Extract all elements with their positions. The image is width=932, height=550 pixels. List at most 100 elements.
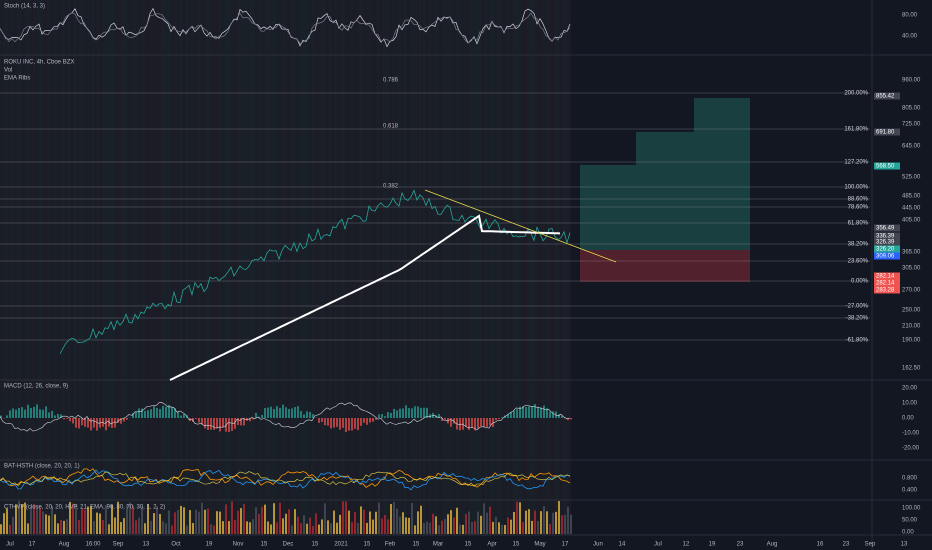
cthvp-bar bbox=[234, 519, 236, 534]
pane-label: MACD (12, 26, close, 9) bbox=[4, 384, 68, 390]
cthvp-bar bbox=[153, 513, 155, 534]
cthvp-bar bbox=[423, 523, 425, 534]
cthvp-bar bbox=[510, 519, 512, 534]
cthvp-bar bbox=[300, 523, 302, 534]
cthvp-bar bbox=[426, 521, 428, 534]
plots bbox=[0, 7, 617, 534]
macd-bar bbox=[48, 412, 50, 418]
axis-label: 305.00 bbox=[902, 266, 921, 272]
cthvp-bar bbox=[468, 511, 470, 534]
cthvp-bar bbox=[273, 503, 275, 534]
cthvp-bar bbox=[60, 519, 62, 534]
macd-bar bbox=[87, 418, 89, 428]
date-label: May bbox=[534, 542, 545, 548]
macd-bar bbox=[498, 418, 500, 420]
macd-bar bbox=[540, 407, 542, 418]
macd-bar bbox=[24, 409, 26, 418]
macd-bar bbox=[75, 418, 77, 428]
axis-label: 805.00 bbox=[902, 106, 921, 112]
macd-bar bbox=[405, 405, 407, 418]
date-label: Apr bbox=[487, 542, 496, 548]
macd-bar bbox=[360, 418, 362, 426]
cthvp-bar bbox=[30, 506, 32, 534]
cthvp-bar bbox=[369, 511, 371, 534]
macd-bar bbox=[96, 418, 98, 431]
macd-bar bbox=[255, 412, 257, 418]
macd-bar bbox=[333, 418, 335, 428]
cthvp-bar bbox=[147, 503, 149, 534]
cthvp-bar bbox=[27, 523, 29, 534]
cthvp-bar bbox=[213, 525, 215, 534]
macd-bar bbox=[36, 404, 38, 418]
macd-bar bbox=[408, 408, 410, 418]
macd-bar bbox=[531, 406, 533, 418]
macd-bar bbox=[486, 418, 488, 427]
cthvp-bar bbox=[534, 510, 536, 534]
axis-label: 485.00 bbox=[902, 194, 921, 200]
cthvp-bar bbox=[459, 524, 461, 534]
date-label: 19 bbox=[206, 542, 213, 548]
cthvp-bar bbox=[45, 514, 47, 534]
cthvp-bar bbox=[513, 512, 515, 534]
pane-label: ROKU INC, 4h, Cboe BZX bbox=[4, 60, 74, 66]
macd-bar bbox=[147, 410, 149, 418]
cthvp-bar bbox=[39, 507, 41, 534]
price-tag bbox=[874, 252, 900, 260]
macd-bar bbox=[393, 408, 395, 418]
date-label: 15 bbox=[465, 542, 472, 548]
price-tag-text: 691.80 bbox=[876, 130, 895, 136]
macd-bar bbox=[345, 418, 347, 433]
cthvp-bar bbox=[525, 510, 527, 534]
macd-bar bbox=[123, 418, 125, 422]
date-label: Oct bbox=[171, 542, 181, 548]
macd-bar bbox=[363, 418, 365, 423]
cthvp-bar bbox=[405, 517, 407, 534]
fib-label: 38.20% bbox=[848, 242, 869, 248]
macd-bar bbox=[483, 418, 485, 427]
macd-bar bbox=[474, 418, 476, 431]
macd-bar bbox=[528, 406, 530, 418]
fib-label: 200.00% bbox=[844, 91, 868, 97]
macd-bar bbox=[510, 411, 512, 418]
cthvp-bar bbox=[159, 514, 161, 534]
macd-bar bbox=[54, 415, 56, 418]
cthvp-bar bbox=[267, 521, 269, 534]
cthvp-bar bbox=[486, 512, 488, 534]
axis-label: 0.400 bbox=[902, 488, 918, 494]
macd-bar bbox=[312, 414, 314, 418]
macd-bar bbox=[117, 418, 119, 423]
macd-bar bbox=[12, 408, 14, 418]
macd-bar bbox=[171, 407, 173, 418]
axis-label: 50.00 bbox=[902, 518, 918, 524]
macd-bar bbox=[453, 418, 455, 424]
macd-bar bbox=[537, 407, 539, 418]
macd-bar bbox=[213, 418, 215, 430]
macd-bar bbox=[459, 418, 461, 431]
cthvp-bar bbox=[306, 523, 308, 534]
macd-bar bbox=[357, 418, 359, 431]
date-label: 13 bbox=[143, 542, 150, 548]
cthvp-bar bbox=[372, 519, 374, 534]
macd-bar bbox=[165, 407, 167, 418]
macd-bar bbox=[411, 408, 413, 418]
cthvp-bar bbox=[207, 508, 209, 534]
macd-bar bbox=[414, 406, 416, 418]
cthvp-bar bbox=[363, 509, 365, 534]
cthvp-bar bbox=[399, 516, 401, 534]
date-label: 15 bbox=[513, 542, 520, 548]
price-tag-text: 326.39 bbox=[876, 240, 895, 246]
macd-bar bbox=[321, 418, 323, 422]
macd-bar bbox=[228, 418, 230, 432]
axis-label: 20.00 bbox=[902, 386, 918, 392]
axis-label: 365.00 bbox=[902, 250, 921, 256]
cthvp-bar bbox=[303, 515, 305, 534]
macd-bar bbox=[549, 411, 551, 418]
macd-bar bbox=[291, 408, 293, 418]
macd-bar bbox=[399, 408, 401, 418]
fib-label: 161.80% bbox=[844, 127, 868, 133]
macd-bar bbox=[354, 418, 356, 429]
cthvp-bar bbox=[201, 502, 203, 534]
cthvp-bar bbox=[186, 525, 188, 534]
cthvp-bar bbox=[471, 521, 473, 534]
cthvp-bar bbox=[504, 524, 506, 534]
